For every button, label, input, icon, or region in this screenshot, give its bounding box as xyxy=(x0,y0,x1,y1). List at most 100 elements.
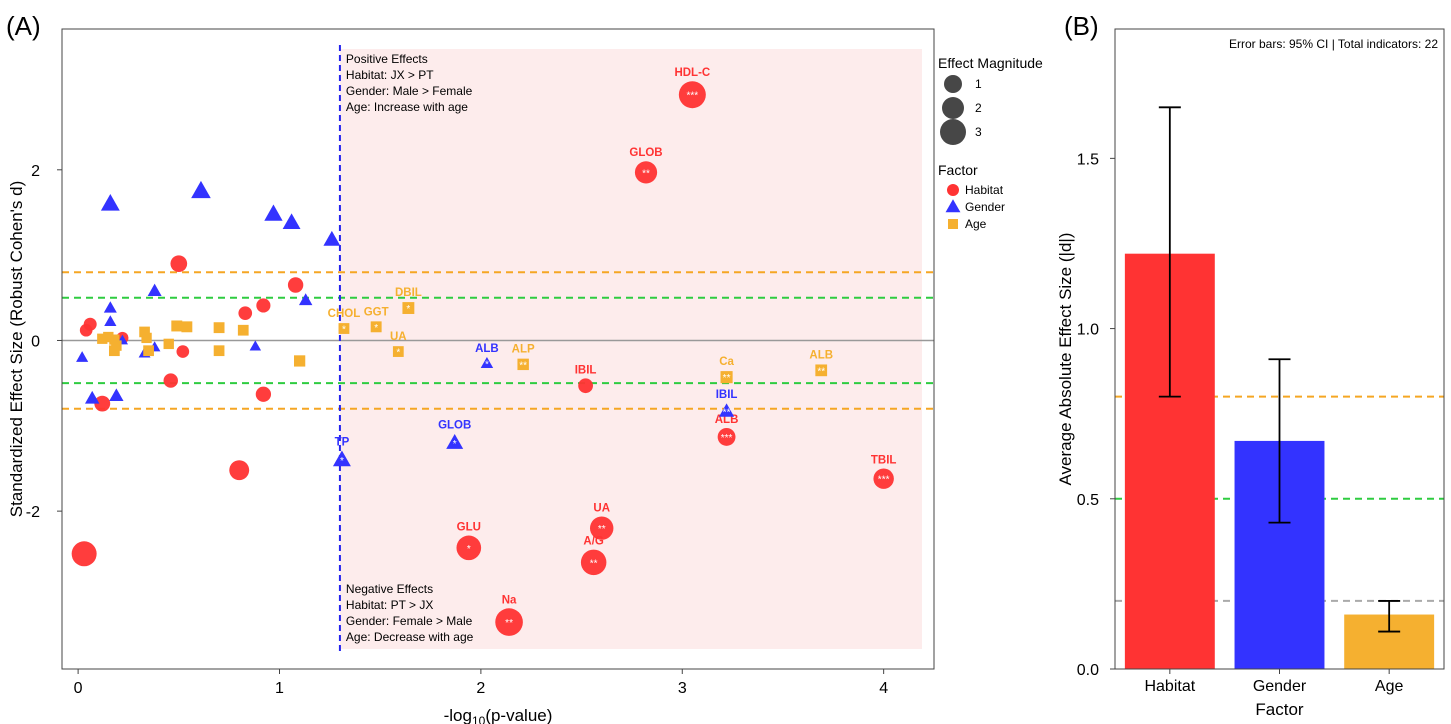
significance-stars: ** xyxy=(519,360,527,371)
habitat-point xyxy=(229,460,250,481)
age-point xyxy=(163,338,174,350)
habitat-point xyxy=(256,298,271,313)
habitat-point xyxy=(287,277,304,293)
panel-a-label: (A) xyxy=(6,11,41,41)
significance-stars: ** xyxy=(590,558,598,569)
y-tick-label: 0.0 xyxy=(1077,662,1099,679)
habitat-point xyxy=(255,386,272,402)
legend-size-label: 3 xyxy=(975,125,982,139)
gender-point xyxy=(282,213,301,230)
significance-stars: ** xyxy=(598,524,606,535)
panel-b-label: (B) xyxy=(1064,11,1099,41)
labeled-habitat-point xyxy=(578,378,593,394)
significance-stars: * xyxy=(406,304,410,315)
error-bars xyxy=(1158,106,1401,633)
negative-effects-annotation: Negative Effects Habitat: PT > JX Gender: … xyxy=(346,582,474,644)
labeled-age-point xyxy=(517,358,529,371)
x-axis-title: -log10(p-value) xyxy=(444,706,553,724)
error-bar-note: Error bars: 95% CI | Total indicators: 2… xyxy=(1229,37,1438,51)
point-label: ALB xyxy=(809,349,833,361)
significance-stars: ** xyxy=(723,407,731,418)
significance-stars: ** xyxy=(642,168,650,179)
age-point xyxy=(141,332,152,344)
labeled-age-point xyxy=(815,364,828,377)
gender-point xyxy=(298,293,313,306)
y-tick-label: 1.0 xyxy=(1077,322,1099,339)
gender-point xyxy=(249,340,262,351)
x-axis-ticks: 0 1 2 3 4 xyxy=(74,669,888,697)
y-tick-label: 2 xyxy=(31,163,40,180)
significance-stars: ** xyxy=(817,366,825,377)
x-tick-label: 4 xyxy=(879,680,888,697)
labeled-age-point xyxy=(402,302,415,314)
gender-point xyxy=(76,351,89,362)
point-label: DBIL xyxy=(395,287,422,299)
legend-size-marker xyxy=(942,97,964,119)
labeled-age-point xyxy=(370,321,382,333)
habitat-point xyxy=(83,317,97,331)
point-label: TP xyxy=(335,436,350,448)
age-point xyxy=(213,322,225,334)
significance-stars: ** xyxy=(723,373,731,384)
legend-gender-marker xyxy=(945,199,961,213)
y-axis-title: Average Absolute Effect Size (|d|) xyxy=(1056,233,1075,486)
legend-size-label: 1 xyxy=(975,77,982,91)
significance-stars: * xyxy=(453,439,457,450)
legend-age-marker xyxy=(948,219,958,229)
annotation-line: Positive Effects xyxy=(346,52,428,66)
legend-factor-title: Factor xyxy=(938,162,978,178)
labeled-habitat-point xyxy=(634,161,658,184)
x-tick-label: 1 xyxy=(275,680,284,697)
gender-point xyxy=(191,180,211,199)
panel-a-plot-frame xyxy=(61,28,935,670)
panel-b-bar-chart: 0.0 0.5 1.0 1.5 Habitat Gender Age Error bars… xyxy=(1056,28,1445,719)
habitat-point xyxy=(176,345,190,358)
legend-factor-label: Gender xyxy=(965,200,1005,214)
positive-effects-annotation: Positive Effects Habitat: JX > PT Gender: … xyxy=(346,52,473,114)
legend-size-marker xyxy=(944,75,962,93)
point-label: UA xyxy=(593,502,610,514)
point-label: ALB xyxy=(475,343,499,355)
labeled-gender-point xyxy=(718,403,735,417)
y-tick-label: -2 xyxy=(26,504,40,521)
labeled-habitat-point xyxy=(678,81,706,109)
gender-point xyxy=(84,390,100,404)
x-tick-label: 0 xyxy=(74,680,83,697)
habitat-point xyxy=(163,373,178,388)
point-label: Ca xyxy=(719,356,734,368)
age-point xyxy=(97,333,108,344)
y-axis-ticks: 0.0 0.5 1.0 1.5 xyxy=(1077,151,1115,679)
x-axis-ticks: Habitat Gender Age xyxy=(1144,669,1404,695)
age-point xyxy=(109,334,120,345)
gender-point xyxy=(104,315,117,327)
annotation-line: Age: Decrease with age xyxy=(346,630,474,644)
annotation-line: Habitat: PT > JX xyxy=(346,598,434,612)
point-label: GGT xyxy=(364,306,389,318)
annotation-line: Age: Increase with age xyxy=(346,100,468,114)
y-tick-label: 0.5 xyxy=(1077,492,1099,509)
significance-stars: *** xyxy=(878,475,890,486)
y-axis-title: Standardized Effect Size (Robust Cohen's… xyxy=(7,181,26,518)
point-label: IBIL xyxy=(716,389,738,401)
legend-habitat-marker xyxy=(947,184,959,196)
labeled-habitat-point xyxy=(873,468,894,489)
labeled-age-point xyxy=(338,323,350,334)
age-point xyxy=(103,331,114,343)
scatter-points: HDL-C***GLOB**IBILALB***TBIL***UA**GLU*A… xyxy=(71,67,896,636)
labeled-gender-point xyxy=(480,356,494,368)
age-point xyxy=(181,321,193,333)
x-tick-label: Age xyxy=(1375,678,1404,695)
significance-stars: * xyxy=(396,348,400,359)
significance-stars: ** xyxy=(505,618,513,629)
positive-negative-region-shade xyxy=(339,49,922,649)
significance-stars: * xyxy=(485,360,489,371)
age-point xyxy=(108,345,120,357)
y-axis-ticks: 2 0 -2 xyxy=(26,163,62,521)
annotation-line: Habitat: JX > PT xyxy=(346,68,434,82)
labeled-gender-point xyxy=(332,450,351,467)
legend: Effect Magnitude 1 2 3 Factor Habitat Gende… xyxy=(938,55,1043,231)
point-label: Na xyxy=(502,594,517,606)
x-tick-label: 2 xyxy=(476,680,485,697)
significance-stars: * xyxy=(374,323,378,334)
